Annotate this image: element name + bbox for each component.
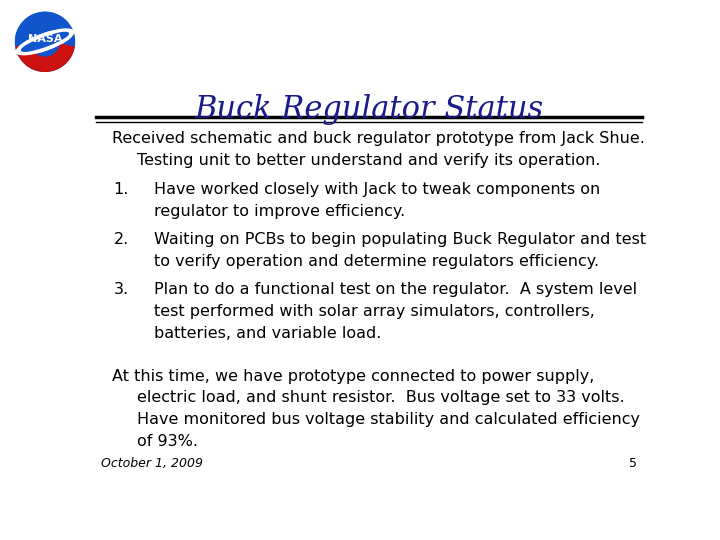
Ellipse shape bbox=[17, 29, 73, 55]
Ellipse shape bbox=[17, 29, 73, 55]
Text: Have monitored bus voltage stability and calculated efficiency: Have monitored bus voltage stability and… bbox=[138, 413, 640, 427]
Text: test performed with solar array simulators, controllers,: test performed with solar array simulato… bbox=[154, 304, 595, 319]
Text: Have worked closely with Jack to tweak components on: Have worked closely with Jack to tweak c… bbox=[154, 181, 600, 197]
Text: NASA: NASA bbox=[28, 33, 62, 44]
Text: Testing unit to better understand and verify its operation.: Testing unit to better understand and ve… bbox=[138, 153, 601, 168]
Text: Received schematic and buck regulator prototype from Jack Shue.: Received schematic and buck regulator pr… bbox=[112, 131, 645, 146]
Text: batteries, and variable load.: batteries, and variable load. bbox=[154, 326, 382, 341]
Text: Plan to do a functional test on the regulator.  A system level: Plan to do a functional test on the regu… bbox=[154, 282, 637, 297]
Text: 1.: 1. bbox=[114, 181, 129, 197]
Text: electric load, and shunt resistor.  Bus voltage set to 33 volts.: electric load, and shunt resistor. Bus v… bbox=[138, 390, 625, 406]
Text: Waiting on PCBs to begin populating Buck Regulator and test: Waiting on PCBs to begin populating Buck… bbox=[154, 232, 647, 247]
Text: of 93%.: of 93%. bbox=[138, 434, 199, 449]
Circle shape bbox=[16, 12, 74, 71]
Ellipse shape bbox=[22, 32, 68, 51]
Text: to verify operation and determine regulators efficiency.: to verify operation and determine regula… bbox=[154, 254, 599, 269]
Text: 5: 5 bbox=[629, 457, 637, 470]
Text: 3.: 3. bbox=[114, 282, 129, 297]
Text: 2.: 2. bbox=[114, 232, 129, 247]
Text: October 1, 2009: October 1, 2009 bbox=[101, 457, 203, 470]
Wedge shape bbox=[16, 12, 74, 39]
Text: At this time, we have prototype connected to power supply,: At this time, we have prototype connecte… bbox=[112, 368, 595, 383]
Text: regulator to improve efficiency.: regulator to improve efficiency. bbox=[154, 204, 405, 219]
Wedge shape bbox=[16, 44, 74, 71]
Ellipse shape bbox=[22, 32, 68, 51]
Text: Buck Regulator Status: Buck Regulator Status bbox=[194, 94, 544, 125]
